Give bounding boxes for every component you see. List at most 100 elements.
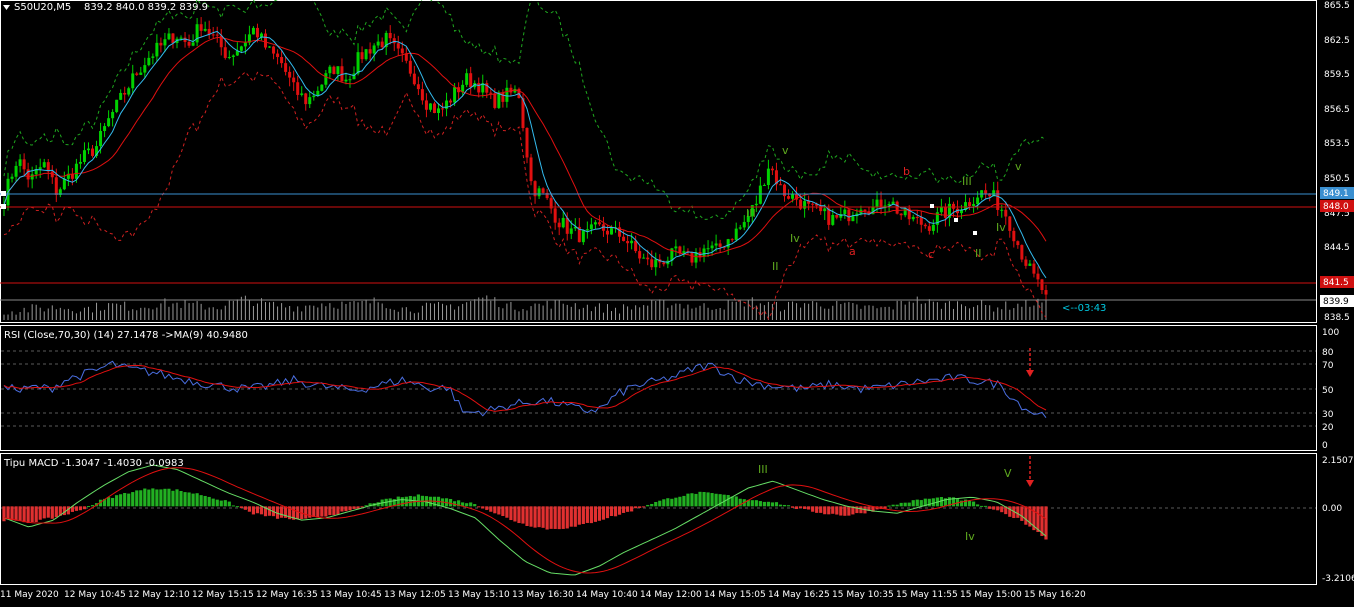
candle-body: [115, 99, 119, 112]
candle-body: [782, 184, 786, 197]
macd-histogram-bar: [364, 505, 368, 507]
macd-histogram-bar: [815, 506, 819, 513]
macd-histogram-bar: [634, 506, 638, 509]
macd-tick: -3.2106: [1322, 574, 1354, 584]
candle-body: [626, 241, 630, 244]
macd-histogram-bar: [859, 506, 863, 514]
macd-histogram-bar: [903, 502, 907, 507]
macd-histogram-bar: [597, 506, 602, 521]
candle-body: [537, 188, 541, 197]
macd-histogram-bar: [42, 506, 46, 519]
candle-body: [30, 174, 34, 180]
candle-body: [477, 83, 481, 93]
macd-histogram-bar: [943, 498, 948, 507]
candle-body: [819, 205, 823, 212]
candle-body: [1004, 209, 1008, 217]
candle-body: [461, 84, 465, 93]
candle-body: [589, 224, 593, 230]
wave-label: v: [782, 144, 789, 157]
macd-histogram-bar: [621, 506, 626, 513]
candle-body: [151, 56, 155, 58]
macd-histogram-bar: [139, 490, 143, 507]
macd-histogram-bar: [996, 506, 1000, 511]
macd-histogram-bar: [163, 488, 167, 507]
candle-body: [521, 98, 525, 129]
macd-histogram-bar: [203, 495, 207, 507]
candle-body: [187, 41, 191, 46]
candle-body: [82, 150, 86, 162]
moving-averages: [3, 30, 1047, 279]
macd-histogram-bar: [678, 496, 682, 507]
wave-label: b: [903, 165, 910, 178]
candle-body: [1028, 263, 1032, 266]
rsi-tick: 80: [1322, 348, 1334, 358]
macd-histogram-bar: [428, 496, 433, 507]
candle-body: [127, 88, 131, 95]
macd-histogram-bar: [911, 500, 915, 507]
macd-histogram-bar: [939, 497, 943, 507]
macd-histogram-bar: [340, 506, 344, 512]
macd-histogram-bar: [798, 506, 803, 509]
macd-histogram-bar: [658, 500, 662, 507]
candle-body: [573, 226, 577, 229]
macd-histogram-bar: [90, 505, 95, 507]
macd-histogram-bar: [557, 506, 561, 530]
macd-histogram-bar: [750, 500, 754, 507]
candle-body: [247, 34, 251, 43]
candle-body: [38, 167, 42, 170]
candle-body: [907, 208, 911, 220]
macd-histogram-bar: [907, 502, 911, 507]
candle-body: [662, 262, 666, 265]
macd-histogram-bar: [1044, 506, 1048, 540]
macd-histogram-bar: [147, 489, 151, 507]
candle-body: [895, 201, 899, 214]
red-line-handle[interactable]: [1, 204, 6, 209]
candle-body: [235, 50, 239, 56]
macd-histogram-bar: [794, 506, 799, 510]
candle-body: [787, 196, 791, 199]
symbol-title: S50U20,M5: [14, 2, 71, 13]
candle-body: [119, 92, 123, 100]
candle-body: [694, 252, 698, 263]
candlesticks: [2, 17, 1048, 301]
candle-body: [988, 193, 992, 197]
candle-body: [62, 178, 66, 190]
macd-histogram-bar: [807, 506, 811, 510]
candle-body: [10, 176, 14, 179]
candle-body: [823, 208, 827, 212]
candle-body: [646, 257, 650, 260]
macd-histogram-bar: [778, 504, 783, 507]
macd-histogram-bar: [1024, 506, 1028, 525]
candle-body: [1008, 216, 1012, 231]
macd-histogram-bar: [746, 499, 750, 507]
macd-histogram-bar: [585, 506, 589, 523]
wave-label: v: [1015, 160, 1022, 173]
macd-histogram-bar: [155, 489, 159, 507]
macd-histogram-bar: [461, 502, 465, 507]
rsi-title: RSI (Close,70,30) (14) 27.1478 ->MA(9) 4…: [4, 330, 248, 341]
candle-body: [650, 259, 654, 268]
macd-histogram-bar: [1020, 506, 1024, 521]
candle-body: [754, 203, 758, 206]
candle-body: [642, 257, 646, 259]
candle-body: [726, 239, 730, 248]
red-line2-tag: [1320, 276, 1354, 288]
time-axis: 11 May 2020 12 May 10:45 12 May 12:10 12…: [0, 590, 1086, 600]
time-tick: 13 May 10:45: [320, 590, 382, 600]
macd-histogram-bar: [537, 506, 541, 528]
candle-body: [91, 148, 95, 156]
macd-histogram-bar: [662, 499, 666, 507]
candle-body: [78, 161, 82, 164]
macd-histogram-bar: [589, 506, 593, 524]
rsi-panel-frame: [0, 325, 1317, 451]
candle-body: [638, 251, 642, 259]
rsi-tick: 20: [1322, 423, 1334, 433]
blue-line-handle[interactable]: [1, 191, 6, 196]
triangle-down-icon[interactable]: [3, 5, 10, 10]
macd-histogram-bar: [404, 496, 408, 507]
macd-histogram-bar: [255, 506, 260, 514]
candle-body: [972, 204, 976, 207]
macd-histogram-bar: [227, 501, 231, 507]
candle-body: [66, 173, 70, 179]
